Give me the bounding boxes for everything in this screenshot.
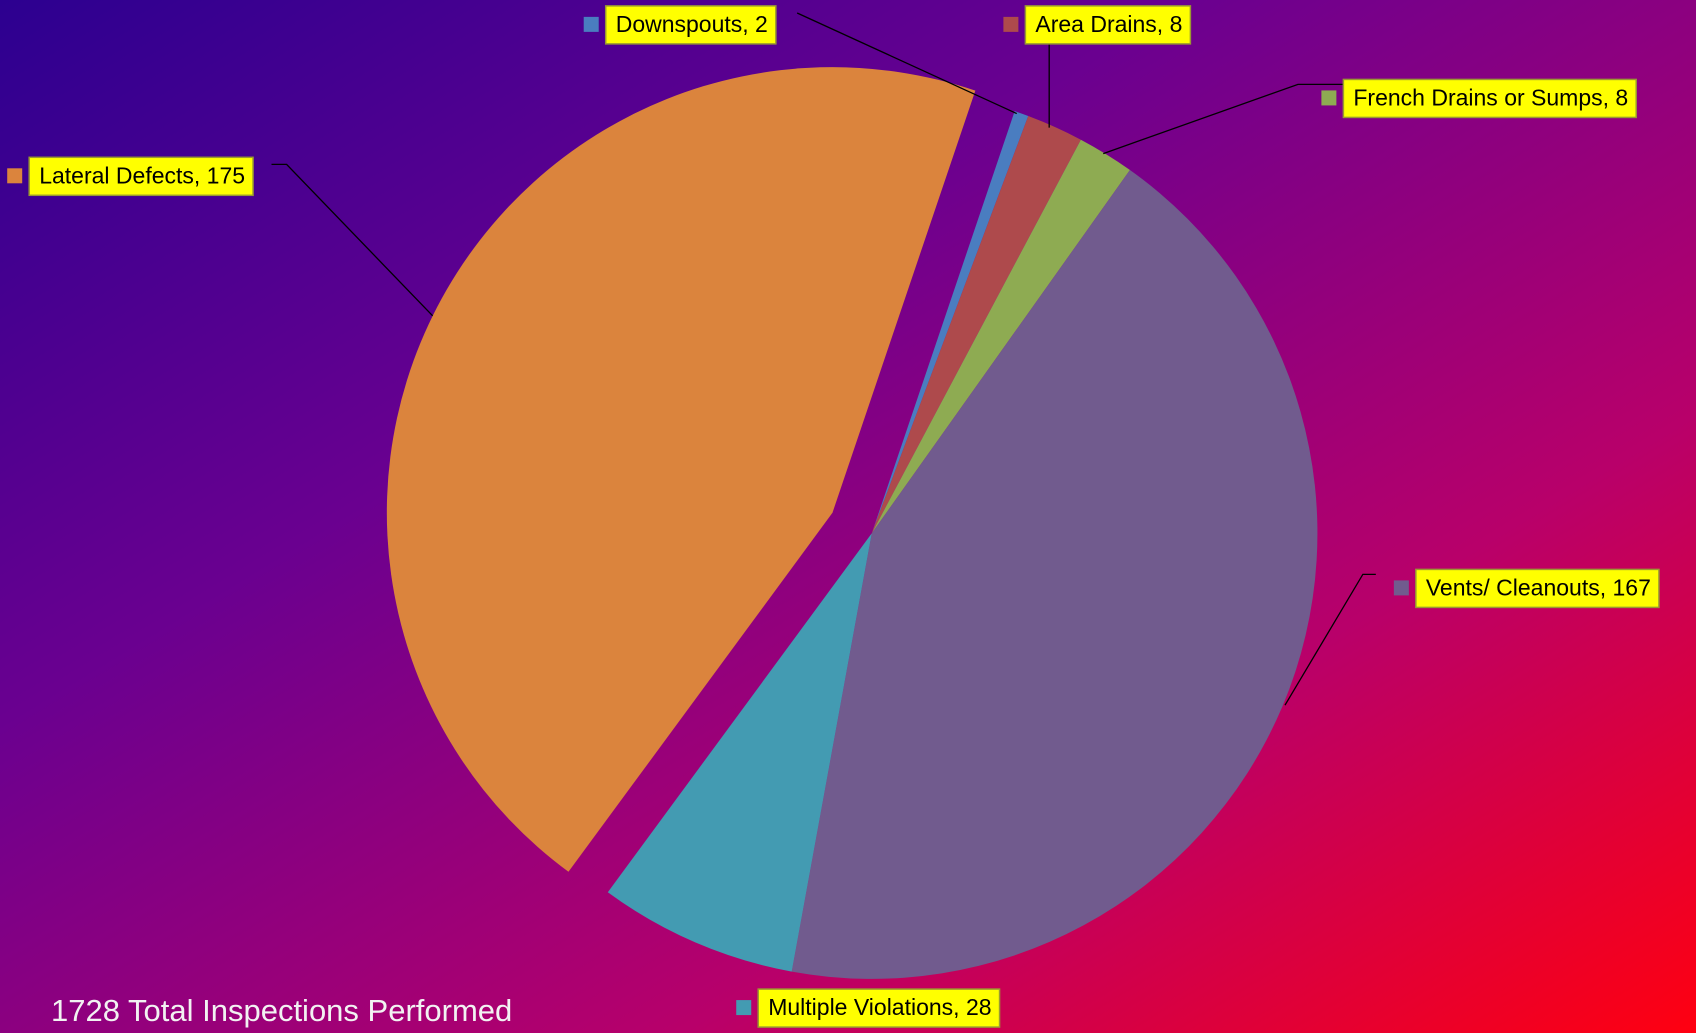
pie-slice bbox=[607, 533, 872, 972]
leader-line bbox=[1284, 573, 1376, 706]
pie-slice bbox=[871, 115, 1081, 534]
pie-slice bbox=[791, 170, 1318, 979]
label-box bbox=[604, 5, 777, 45]
legend-key bbox=[583, 16, 599, 32]
label-box bbox=[28, 156, 254, 197]
data-labels: Downspouts, 2 Area Drains, 8 French Drains… bbox=[7, 5, 1660, 1028]
label-box bbox=[1415, 568, 1660, 609]
leader-line bbox=[271, 163, 434, 317]
pie-slice bbox=[871, 111, 1029, 534]
legend-key bbox=[1393, 580, 1409, 596]
label-box bbox=[1342, 78, 1637, 119]
legend-key bbox=[7, 168, 23, 184]
pie-slice bbox=[386, 67, 976, 872]
data-label: French Drains or Sumps, 8 bbox=[1353, 85, 1628, 111]
leader-line bbox=[796, 12, 1018, 115]
label-box bbox=[1024, 5, 1192, 45]
data-label: Lateral Defects, 175 bbox=[39, 162, 245, 188]
data-label: Area Drains, 8 bbox=[1035, 11, 1182, 37]
legend-key bbox=[736, 1000, 752, 1016]
label-box bbox=[757, 988, 1001, 1028]
pie bbox=[386, 67, 1318, 979]
annotation: 1728 Total Inspections Performed bbox=[51, 993, 512, 1028]
data-label: Downspouts, 2 bbox=[616, 11, 768, 37]
pie-slice bbox=[871, 139, 1130, 534]
leader-line bbox=[1103, 83, 1344, 155]
data-label: Vents/ Cleanouts, 167 bbox=[1426, 574, 1651, 600]
legend-key bbox=[1003, 16, 1019, 32]
legend-key bbox=[1321, 90, 1337, 106]
data-label: Multiple Violations, 28 bbox=[768, 994, 991, 1020]
